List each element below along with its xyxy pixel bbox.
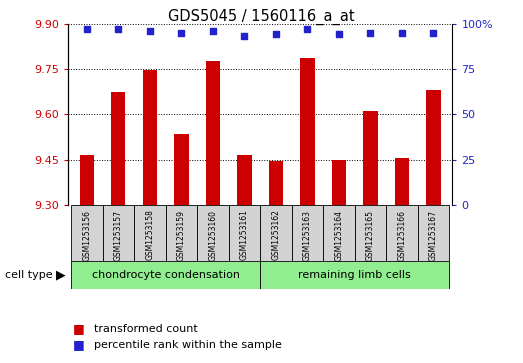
Point [114, 26, 122, 32]
FancyBboxPatch shape [386, 205, 418, 261]
Text: GSM1253158: GSM1253158 [145, 209, 154, 261]
Point [177, 30, 186, 36]
Text: GSM1253162: GSM1253162 [271, 209, 280, 261]
Point [303, 26, 312, 32]
Bar [237, 155, 252, 205]
Text: GSM1253160: GSM1253160 [209, 209, 218, 261]
Bar [111, 91, 126, 205]
FancyBboxPatch shape [418, 205, 449, 261]
FancyBboxPatch shape [197, 205, 229, 261]
Point [146, 28, 154, 34]
FancyBboxPatch shape [355, 205, 386, 261]
FancyBboxPatch shape [103, 205, 134, 261]
Point [335, 32, 343, 37]
Bar [332, 160, 346, 205]
Text: cell type: cell type [5, 270, 53, 280]
FancyBboxPatch shape [71, 205, 103, 261]
Point [429, 30, 438, 36]
FancyBboxPatch shape [71, 261, 260, 289]
Point [209, 28, 217, 34]
Text: GSM1253161: GSM1253161 [240, 209, 249, 261]
Text: GSM1253157: GSM1253157 [114, 209, 123, 261]
FancyBboxPatch shape [134, 205, 166, 261]
Text: remaining limb cells: remaining limb cells [298, 270, 411, 280]
Point [398, 30, 406, 36]
FancyBboxPatch shape [323, 205, 355, 261]
Point [240, 33, 248, 39]
Text: GSM1253166: GSM1253166 [397, 209, 406, 261]
Bar [80, 155, 94, 205]
FancyBboxPatch shape [292, 205, 323, 261]
Bar [426, 90, 440, 205]
Text: chondrocyte condensation: chondrocyte condensation [92, 270, 240, 280]
Text: ▶: ▶ [56, 269, 66, 281]
Bar [174, 134, 188, 205]
Bar [269, 161, 283, 205]
FancyBboxPatch shape [166, 205, 197, 261]
Bar [395, 158, 409, 205]
Text: GSM1253167: GSM1253167 [429, 209, 438, 261]
Text: GSM1253165: GSM1253165 [366, 209, 375, 261]
Text: ■: ■ [73, 322, 85, 335]
Point [83, 26, 91, 32]
FancyBboxPatch shape [229, 205, 260, 261]
Bar [206, 61, 220, 205]
FancyBboxPatch shape [260, 261, 449, 289]
Text: ■: ■ [73, 338, 85, 351]
Text: GDS5045 / 1560116_a_at: GDS5045 / 1560116_a_at [168, 9, 355, 25]
FancyBboxPatch shape [260, 205, 292, 261]
Text: percentile rank within the sample: percentile rank within the sample [94, 340, 282, 350]
Text: GSM1253159: GSM1253159 [177, 209, 186, 261]
Text: transformed count: transformed count [94, 323, 198, 334]
Text: GSM1253156: GSM1253156 [83, 209, 92, 261]
Point [366, 30, 374, 36]
Text: GSM1253163: GSM1253163 [303, 209, 312, 261]
Bar [363, 111, 378, 205]
Point [272, 32, 280, 37]
Text: GSM1253164: GSM1253164 [335, 209, 344, 261]
Bar [300, 58, 314, 205]
Bar [143, 70, 157, 205]
